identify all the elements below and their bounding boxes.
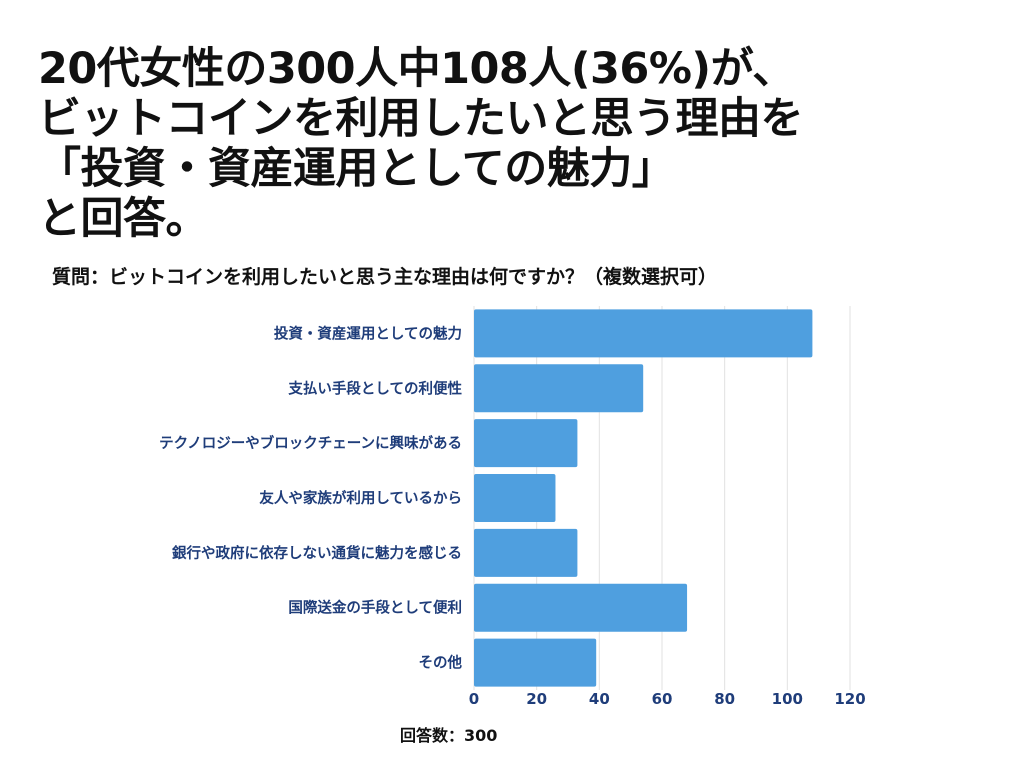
category-label: 銀行や政府に依存しない通貨に魅力を感じる (172, 544, 462, 562)
x-tick-label: 0 (469, 690, 479, 708)
bar (474, 419, 578, 468)
x-tick-label: 80 (714, 690, 735, 708)
bars (474, 309, 813, 687)
headline: 20代女性の300人中108人(36%)が、 ビットコインを利用したいと思う理由… (38, 44, 998, 244)
headline-line-3: 「投資・資産運用としての魅力」 (38, 144, 675, 194)
category-labels: 投資・資産運用としての魅力支払い手段としての利便性テクノロジーやブロックチェーン… (159, 324, 462, 671)
x-axis-title: 回答数：300 (400, 726, 498, 745)
category-label: テクノロジーやブロックチェーンに興味がある (159, 434, 462, 452)
headline-line-4: と回答。 (38, 194, 209, 244)
category-label: 支払い手段としての利便性 (288, 379, 462, 397)
bar (474, 528, 578, 577)
x-tick-label: 40 (589, 690, 610, 708)
bar-chart: 投資・資産運用としての魅力支払い手段としての利便性テクノロジーやブロックチェーン… (159, 306, 866, 708)
bar (474, 583, 688, 632)
x-tick-labels: 0 20 40 60 80 100 120 (469, 690, 866, 708)
bar (474, 474, 556, 522)
bar (474, 638, 597, 687)
x-tick-label: 20 (526, 690, 547, 708)
category-label: その他 (419, 654, 463, 672)
bar (474, 364, 644, 413)
category-label: 国際送金の手段として便利 (288, 599, 462, 617)
category-label: 友人や家族が利用しているから (259, 489, 462, 507)
survey-question: 質問：ビットコインを利用したいと思う主な理由は何ですか？（複数選択可） (52, 266, 718, 288)
x-tick-label: 60 (652, 690, 673, 708)
headline-line-1: 20代女性の300人中108人(36%)が、 (38, 44, 795, 94)
bar (474, 309, 813, 358)
x-tick-label: 120 (834, 690, 865, 708)
x-tick-label: 100 (772, 690, 803, 708)
headline-line-2: ビットコインを利用したいと思う理由を (38, 94, 804, 144)
category-label: 投資・資産運用としての魅力 (274, 324, 462, 342)
